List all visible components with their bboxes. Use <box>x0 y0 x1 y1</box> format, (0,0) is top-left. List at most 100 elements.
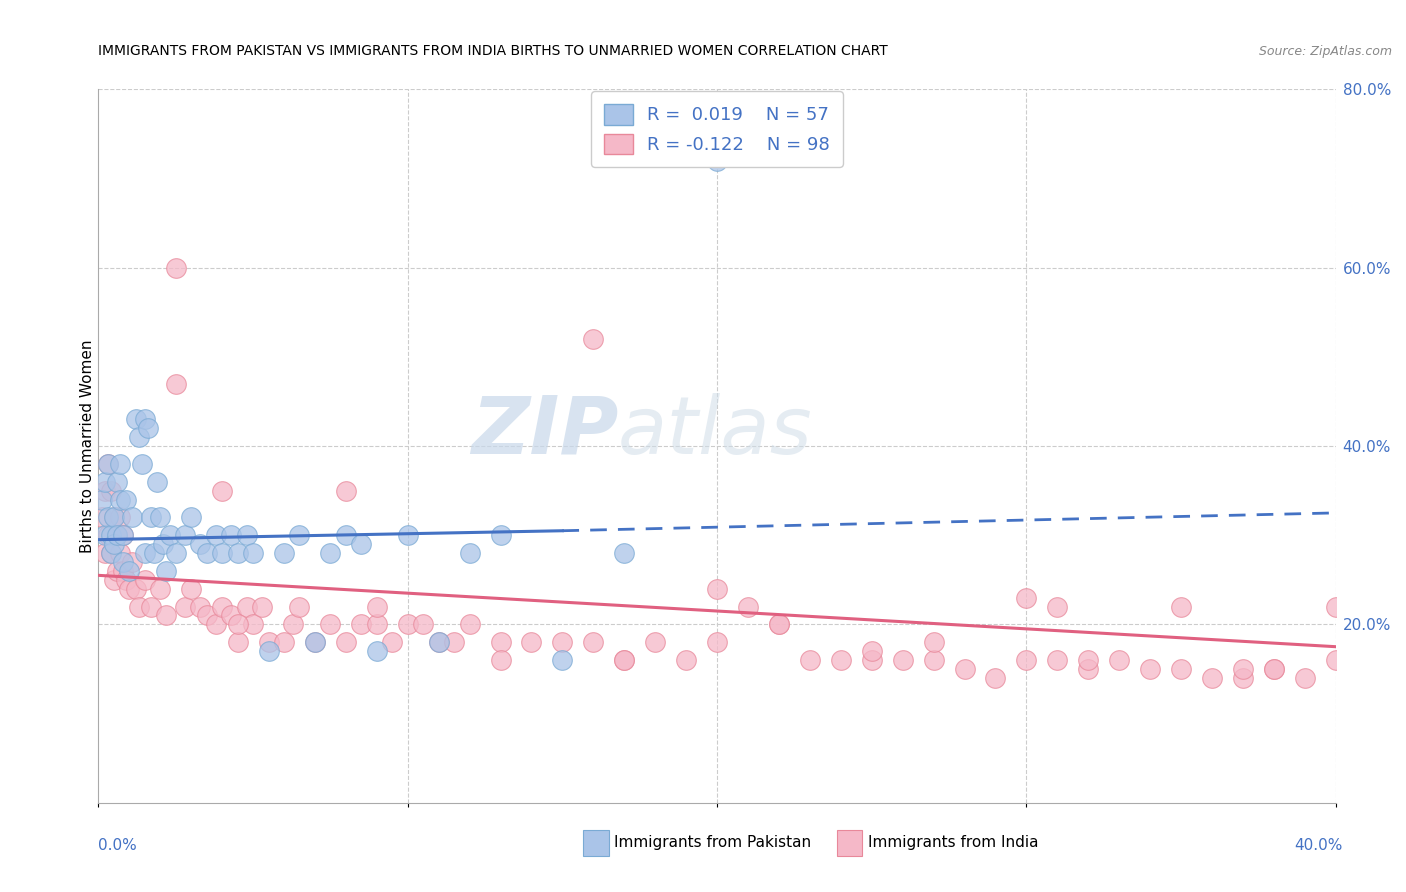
Point <box>124 412 146 426</box>
Point <box>1232 671 1254 685</box>
Point <box>1324 653 1347 667</box>
Point <box>366 617 388 632</box>
Point <box>304 635 326 649</box>
Point <box>706 582 728 596</box>
Point <box>1015 591 1038 605</box>
Point <box>211 483 233 498</box>
Point <box>396 617 419 632</box>
Point <box>1046 599 1069 614</box>
Point <box>180 510 202 524</box>
Point <box>108 546 131 560</box>
Point <box>953 662 976 676</box>
Point <box>768 617 790 632</box>
Point <box>350 537 373 551</box>
Point <box>1170 662 1192 676</box>
Point <box>149 582 172 596</box>
Point <box>613 653 636 667</box>
Text: Immigrants from India: Immigrants from India <box>868 836 1038 850</box>
Point <box>520 635 543 649</box>
Point <box>675 653 697 667</box>
Point <box>103 573 125 587</box>
Point <box>174 599 197 614</box>
Point <box>799 653 821 667</box>
Point <box>100 528 122 542</box>
Point <box>105 564 128 578</box>
Text: Immigrants from Pakistan: Immigrants from Pakistan <box>614 836 811 850</box>
Point <box>1294 671 1316 685</box>
Point <box>112 528 135 542</box>
Point <box>190 537 212 551</box>
Point <box>149 510 172 524</box>
Point <box>195 546 218 560</box>
Point <box>195 608 218 623</box>
Point <box>131 457 153 471</box>
Point <box>335 635 357 649</box>
Point <box>1170 599 1192 614</box>
Point <box>412 617 434 632</box>
Point <box>165 260 187 275</box>
Point <box>103 510 125 524</box>
Point <box>582 635 605 649</box>
Point <box>768 617 790 632</box>
Text: Source: ZipAtlas.com: Source: ZipAtlas.com <box>1258 45 1392 58</box>
Point <box>257 635 280 649</box>
Point <box>860 644 883 658</box>
Point <box>97 457 120 471</box>
Point <box>155 608 177 623</box>
Point <box>613 546 636 560</box>
Point <box>146 475 169 489</box>
Point <box>124 582 146 596</box>
Point <box>100 546 122 560</box>
Point <box>1263 662 1285 676</box>
Point <box>458 546 481 560</box>
Point <box>205 528 228 542</box>
Text: 0.0%: 0.0% <box>98 838 138 854</box>
Point <box>1046 653 1069 667</box>
Point <box>112 555 135 569</box>
Point <box>396 528 419 542</box>
Point <box>112 528 135 542</box>
Y-axis label: Births to Unmarried Women: Births to Unmarried Women <box>80 339 94 553</box>
Point <box>152 537 174 551</box>
Point <box>458 617 481 632</box>
Point <box>221 528 243 542</box>
Point <box>100 546 122 560</box>
Point <box>1015 653 1038 667</box>
Point <box>236 528 259 542</box>
Point <box>288 528 311 542</box>
Point <box>134 546 156 560</box>
Point <box>159 528 181 542</box>
Point <box>706 635 728 649</box>
Point <box>211 546 233 560</box>
Point <box>108 510 131 524</box>
Point <box>427 635 450 649</box>
Point <box>1108 653 1130 667</box>
Point <box>121 555 143 569</box>
Point <box>922 653 945 667</box>
Point <box>226 617 249 632</box>
Point <box>105 528 128 542</box>
Point <box>115 492 138 507</box>
Point <box>143 546 166 560</box>
Point <box>134 573 156 587</box>
Point <box>489 653 512 667</box>
Point <box>118 582 141 596</box>
Point <box>93 483 115 498</box>
Point <box>335 528 357 542</box>
Point <box>304 635 326 649</box>
Point <box>128 430 150 444</box>
Point <box>115 573 138 587</box>
Point <box>103 537 125 551</box>
Point <box>93 546 115 560</box>
Point <box>139 510 162 524</box>
Point <box>108 492 131 507</box>
Point <box>257 644 280 658</box>
Legend: R =  0.019    N = 57, R = -0.122    N = 98: R = 0.019 N = 57, R = -0.122 N = 98 <box>592 91 842 167</box>
Point <box>112 564 135 578</box>
Point <box>90 510 112 524</box>
Point <box>582 332 605 346</box>
Point <box>273 546 295 560</box>
Point <box>180 582 202 596</box>
Point <box>335 483 357 498</box>
Point <box>319 617 342 632</box>
